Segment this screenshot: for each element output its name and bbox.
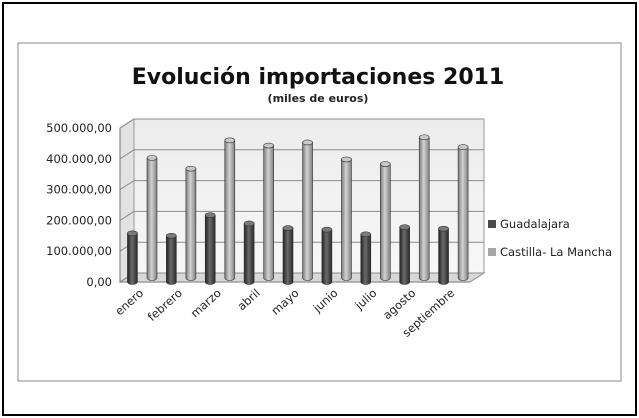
bar-body — [146, 157, 158, 281]
bar-guadalajara-mayo — [282, 225, 294, 285]
bar-castilla-la-mancha-marzo — [224, 137, 236, 281]
y-axis-labels: 0,00 100.000,00 200.000,00 300.000,00 400.00… — [46, 121, 112, 289]
legend-swatch-castilla — [488, 248, 496, 256]
bar-body — [457, 146, 469, 281]
bar-top — [243, 220, 255, 227]
bar-body — [185, 168, 197, 281]
bar-body — [438, 228, 449, 285]
bar-castilla-la-mancha-agosto — [418, 134, 430, 281]
bar-guadalajara-febrero — [166, 233, 177, 285]
bar-top — [185, 165, 197, 172]
bar-top — [146, 155, 158, 161]
bar-castilla-la-mancha-febrero — [185, 165, 197, 281]
chart-subtitle: (miles de euros) — [268, 92, 369, 105]
bar-guadalajara-agosto — [399, 224, 410, 285]
bar-castilla-la-mancha-enero — [146, 155, 158, 281]
bar-top — [321, 226, 333, 233]
bar-body — [243, 223, 255, 285]
gridline — [119, 180, 484, 191]
bar-top — [282, 225, 294, 231]
bar-top — [263, 142, 274, 149]
bar-top — [204, 212, 216, 218]
bar-top — [360, 231, 372, 238]
bar-body — [380, 163, 391, 281]
bar-body — [341, 159, 352, 281]
bar-castilla-la-mancha-septiembre — [457, 144, 469, 281]
bar-body — [418, 136, 430, 281]
bar-guadalajara-enero — [127, 230, 138, 285]
legend-swatch-guadalajara — [488, 220, 496, 228]
bar-guadalajara-marzo — [204, 212, 216, 285]
legend-label-castilla: Castilla- La Mancha — [500, 245, 612, 259]
bar-top — [127, 230, 138, 237]
bar-body — [282, 227, 294, 285]
bar-castilla-la-mancha-julio — [380, 161, 391, 281]
bar-body — [321, 229, 333, 285]
bars — [127, 134, 469, 285]
bar-top — [224, 137, 236, 144]
bar-body — [263, 145, 274, 281]
bar-body — [127, 233, 138, 285]
y-tick-label: 500.000,00 — [46, 121, 112, 135]
y-tick-label: 0,00 — [86, 275, 112, 289]
bar-castilla-la-mancha-mayo — [302, 139, 313, 281]
bar-body — [204, 214, 216, 285]
gridline — [119, 210, 484, 221]
chart-title: Evolución importaciones 2011 — [132, 65, 505, 90]
bar-top — [302, 139, 313, 146]
bar-guadalajara-julio — [360, 231, 372, 285]
bar-body — [224, 140, 236, 281]
bar-top — [341, 156, 352, 163]
bar-body — [399, 226, 410, 285]
gridline — [119, 149, 484, 160]
legend-label-guadalajara: Guadalajara — [500, 217, 570, 231]
bar-top — [399, 224, 410, 230]
bar-guadalajara-junio — [321, 226, 333, 285]
bar-top — [166, 233, 177, 239]
legend: Guadalajara Castilla- La Mancha — [488, 217, 612, 259]
bar-top — [457, 144, 469, 150]
gridline — [119, 118, 484, 129]
bar-guadalajara-abril — [243, 220, 255, 285]
bar-body — [360, 233, 372, 285]
bar-top — [438, 225, 449, 232]
bar-guadalajara-septiembre — [438, 225, 449, 285]
bar-castilla-la-mancha-junio — [341, 156, 352, 281]
bar-top — [418, 134, 430, 141]
y-tick-label: 300.000,00 — [46, 183, 112, 197]
bar-castilla-la-mancha-abril — [263, 142, 274, 281]
bar-body — [166, 235, 177, 285]
bar-top — [380, 161, 391, 167]
bar-body — [302, 142, 313, 281]
y-tick-label: 200.000,00 — [46, 213, 112, 227]
y-tick-label: 100.000,00 — [46, 244, 112, 258]
y-tick-label: 400.000,00 — [46, 152, 112, 166]
